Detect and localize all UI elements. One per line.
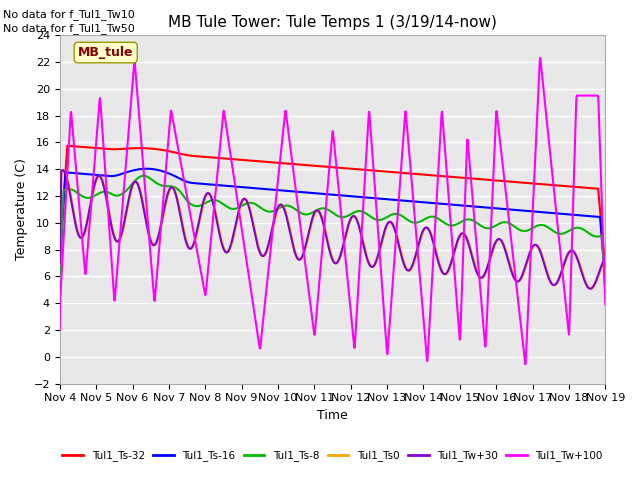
- Title: MB Tule Tower: Tule Temps 1 (3/19/14-now): MB Tule Tower: Tule Temps 1 (3/19/14-now…: [168, 15, 497, 30]
- Y-axis label: Temperature (C): Temperature (C): [15, 158, 28, 260]
- Text: No data for f_Tul1_Tw10: No data for f_Tul1_Tw10: [3, 9, 135, 20]
- Text: MB_tule: MB_tule: [78, 46, 134, 59]
- Legend: Tul1_Ts-32, Tul1_Ts-16, Tul1_Ts-8, Tul1_Ts0, Tul1_Tw+30, Tul1_Tw+100: Tul1_Ts-32, Tul1_Ts-16, Tul1_Ts-8, Tul1_…: [58, 446, 607, 466]
- Text: No data for f_Tul1_Tw50: No data for f_Tul1_Tw50: [3, 23, 135, 34]
- X-axis label: Time: Time: [317, 409, 348, 422]
